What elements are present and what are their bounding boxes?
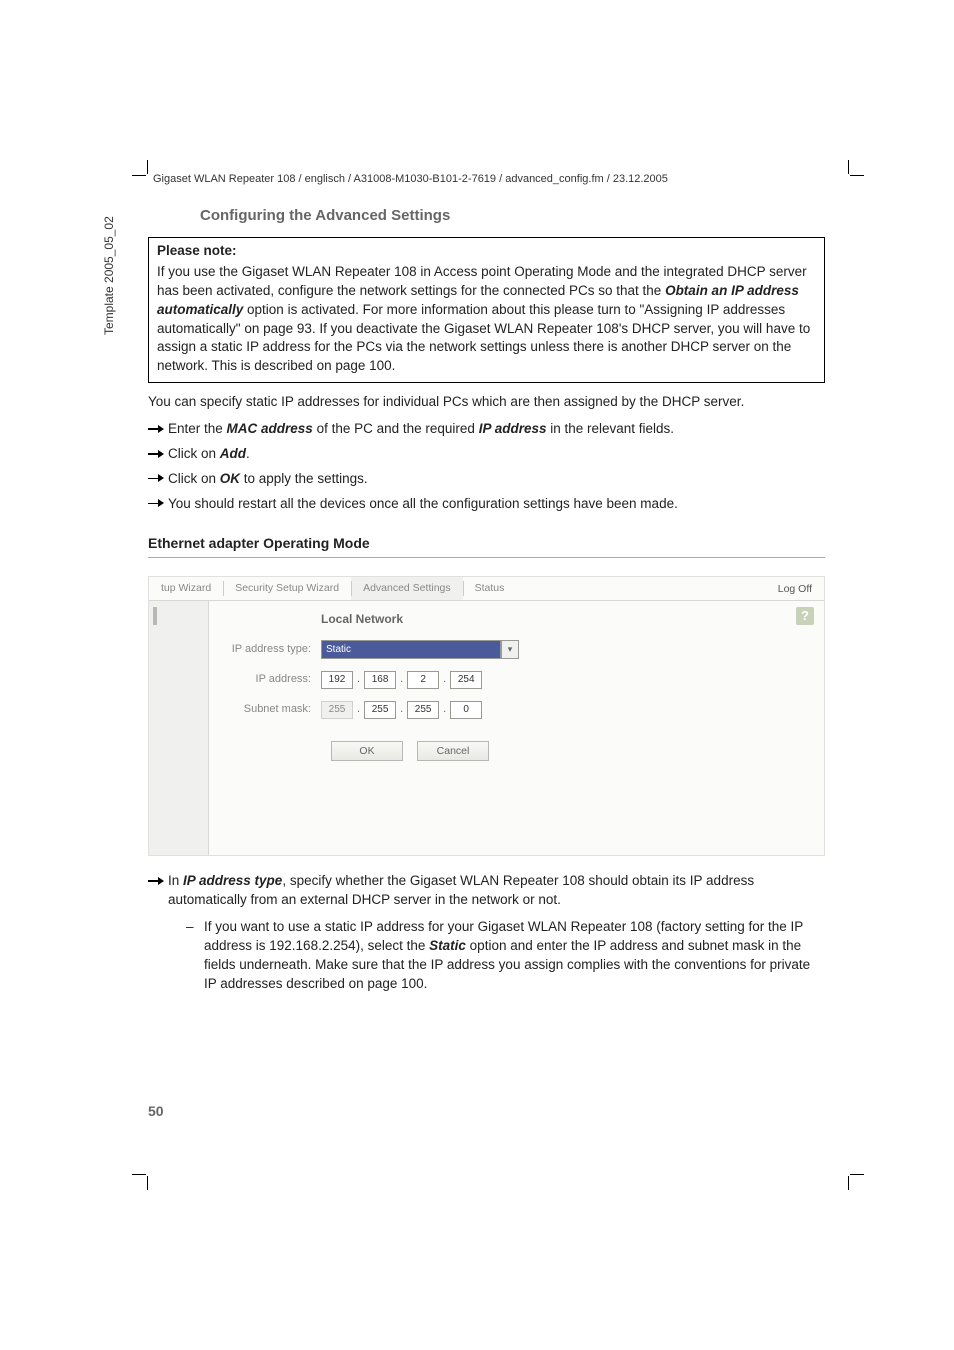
ip-octet[interactable]: 2 [407, 671, 439, 689]
text: of the PC and the required [313, 421, 479, 436]
bullet-item: Enter the MAC address of the PC and the … [148, 420, 825, 439]
bullet-text: Click on Add. [168, 445, 825, 464]
sidebar [149, 601, 209, 855]
tab-advanced-settings[interactable]: Advanced Settings [351, 577, 463, 600]
page-number: 50 [148, 1103, 164, 1119]
crop-mark [147, 160, 148, 174]
embedded-screenshot: tup Wizard Security Setup Wizard Advance… [148, 576, 825, 856]
dot: . [357, 672, 360, 687]
ip-octet[interactable]: 168 [364, 671, 396, 689]
mask-octet[interactable]: 255 [364, 701, 396, 719]
text: Click on [168, 446, 220, 461]
dot: . [443, 672, 446, 687]
bullet-item: Click on OK to apply the settings. [148, 470, 825, 489]
text: to apply the settings. [240, 471, 368, 486]
select-value: Static [326, 644, 351, 655]
tab-security-setup[interactable]: Security Setup Wizard [223, 577, 351, 600]
text: In [168, 873, 183, 888]
bullet-text: You should restart all the devices once … [168, 495, 825, 514]
emphasis: MAC address [227, 421, 313, 436]
mask-octet: 255 [321, 701, 353, 719]
subnet-input: 255. 255. 255. 0 [321, 701, 482, 719]
bullet-text: Enter the MAC address of the PC and the … [168, 420, 825, 439]
ip-address-label: IP address: [225, 672, 321, 687]
tab-setup-wizard[interactable]: tup Wizard [149, 577, 223, 600]
crop-mark [850, 175, 864, 176]
cancel-button[interactable]: Cancel [417, 741, 489, 761]
text: Click on [168, 471, 220, 486]
ip-type-select[interactable]: Static ▾ [321, 640, 501, 659]
crop-mark [850, 1174, 864, 1175]
chevron-down-icon[interactable]: ▾ [501, 640, 519, 659]
arrow-icon [148, 420, 168, 439]
header-path: Gigaset WLAN Repeater 108 / englisch / A… [153, 173, 668, 185]
text: in the relevant fields. [546, 421, 674, 436]
ip-type-label: IP address type: [225, 642, 321, 657]
logoff-link[interactable]: Log Off [778, 582, 812, 597]
bullet-list-2: In IP address type, specify whether the … [148, 872, 825, 993]
crop-mark [132, 1174, 146, 1175]
note-title: Please note: [157, 242, 816, 261]
ip-octet[interactable]: 192 [321, 671, 353, 689]
dot: . [400, 702, 403, 717]
sidebar-marker [153, 607, 157, 625]
ok-button[interactable]: OK [331, 741, 403, 761]
dash-icon: – [186, 918, 204, 994]
panel-title: Local Network [321, 611, 403, 628]
help-icon[interactable]: ? [796, 607, 814, 625]
arrow-icon [148, 445, 168, 464]
dot: . [357, 702, 360, 717]
crop-mark [132, 175, 146, 176]
crop-mark [848, 1176, 849, 1190]
bullet-text: In IP address type, specify whether the … [168, 872, 825, 993]
arrow-icon [148, 495, 168, 514]
note-box: Please note: If you use the Gigaset WLAN… [148, 237, 825, 383]
tab-status[interactable]: Status [463, 577, 517, 600]
emphasis: OK [220, 471, 240, 486]
text: Enter the [168, 421, 227, 436]
tab-bar: tup Wizard Security Setup Wizard Advance… [149, 577, 824, 601]
bullet-list: Enter the MAC address of the PC and the … [148, 420, 825, 514]
sub-heading: Ethernet adapter Operating Mode [148, 534, 825, 559]
emphasis: Add [220, 446, 246, 461]
sub-bullet: – If you want to use a static IP address… [186, 918, 825, 994]
main-panel: ? Local Network IP address type: Static … [209, 601, 824, 855]
bullet-item: Click on Add. [148, 445, 825, 464]
template-label: Template 2005_05_02 [102, 216, 116, 335]
ip-address-input: 192. 168. 2. 254 [321, 671, 482, 689]
crop-mark [848, 160, 849, 174]
arrow-icon [148, 872, 168, 993]
emphasis: IP address type [183, 873, 282, 888]
crop-mark [147, 1176, 148, 1190]
emphasis: IP address [479, 421, 547, 436]
sub-bullet-text: If you want to use a static IP address f… [204, 918, 825, 994]
arrow-icon [148, 470, 168, 489]
subnet-label: Subnet mask: [225, 702, 321, 717]
bullet-item: You should restart all the devices once … [148, 495, 825, 514]
intro-paragraph: You can specify static IP addresses for … [148, 393, 825, 412]
emphasis: Static [429, 938, 466, 953]
dot: . [443, 702, 446, 717]
text: . [246, 446, 250, 461]
note-body: If you use the Gigaset WLAN Repeater 108… [157, 263, 816, 376]
bullet-item: In IP address type, specify whether the … [148, 872, 825, 993]
note-text: option is activated. For more informatio… [157, 302, 810, 374]
section-title: Configuring the Advanced Settings [200, 207, 450, 224]
bullet-text: Click on OK to apply the settings. [168, 470, 825, 489]
mask-octet[interactable]: 0 [450, 701, 482, 719]
dot: . [400, 672, 403, 687]
ip-octet[interactable]: 254 [450, 671, 482, 689]
mask-octet[interactable]: 255 [407, 701, 439, 719]
